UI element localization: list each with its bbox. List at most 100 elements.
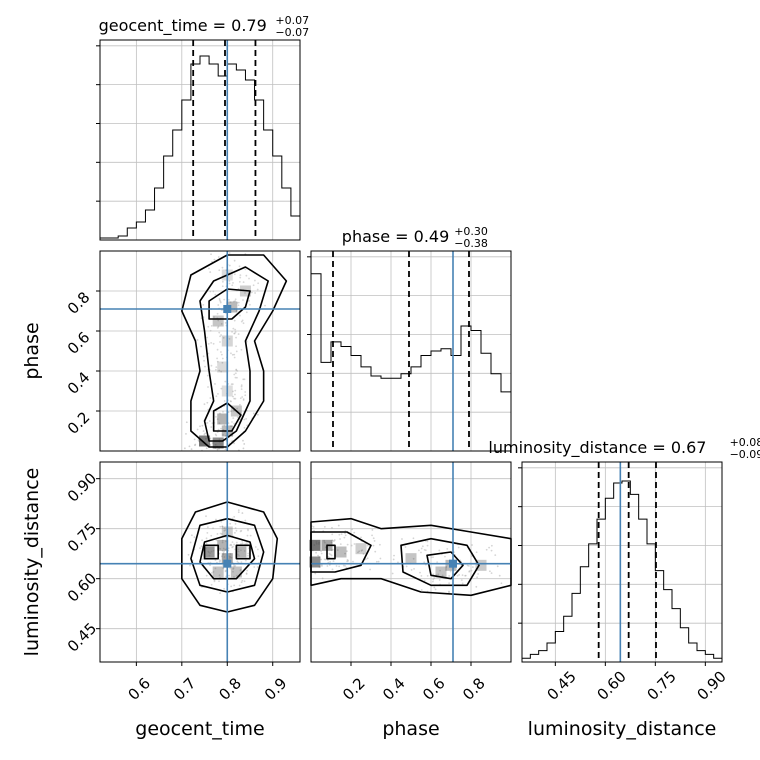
sample-point [423, 548, 426, 551]
density-cell [309, 539, 321, 551]
sample-point [220, 520, 223, 523]
sample-point [224, 569, 227, 572]
sample-point [240, 549, 242, 552]
sample-point [240, 388, 243, 391]
sample-point [230, 425, 232, 428]
sample-point [233, 319, 236, 322]
sample-point [353, 531, 356, 534]
sample-point [485, 548, 488, 551]
sample-point [232, 390, 234, 393]
density-cell [230, 566, 242, 578]
sample-point [207, 325, 210, 328]
sample-point [244, 292, 246, 294]
sample-point [247, 529, 249, 532]
sample-point [210, 325, 213, 327]
sample-point [233, 515, 236, 518]
sample-point [488, 570, 491, 573]
sample-point [222, 336, 225, 339]
sample-point [233, 565, 236, 568]
sample-point [420, 574, 423, 577]
sample-point [200, 345, 202, 348]
sample-point [221, 280, 224, 283]
sample-point [247, 528, 249, 531]
sample-point [235, 574, 238, 577]
sample-point [366, 557, 369, 560]
sample-point [237, 304, 240, 307]
sample-point [217, 428, 220, 431]
sample-point [250, 291, 253, 294]
x-tick-label: 0.60 [593, 667, 629, 703]
sample-point [230, 585, 233, 588]
sample-point [190, 534, 193, 537]
sample-point [256, 413, 259, 416]
sample-point [218, 331, 221, 334]
x-tick-label: 0.6 [124, 674, 154, 704]
sample-point [228, 252, 231, 254]
sample-point [233, 353, 236, 356]
sample-point [241, 542, 244, 545]
density-cell [335, 546, 347, 558]
sample-point [315, 551, 318, 554]
sample-point [420, 589, 423, 591]
sample-point [235, 541, 238, 544]
sample-point [232, 570, 234, 573]
density-cell [217, 361, 229, 373]
sample-point [242, 299, 244, 301]
sample-point [220, 387, 223, 390]
sample-point [234, 376, 237, 379]
sample-point [379, 557, 382, 560]
sample-point [320, 552, 323, 555]
sample-point [213, 579, 216, 582]
sample-point [237, 550, 240, 553]
hist-panel-geocent_time: geocent_time = 0.79 +0.07−0.07 [96, 14, 309, 240]
sample-point [253, 566, 256, 568]
sample-point [193, 536, 196, 539]
sample-point [215, 434, 218, 437]
sample-point [193, 438, 196, 441]
sample-point [248, 277, 250, 280]
sample-point [418, 549, 420, 552]
sample-point [216, 360, 219, 363]
sample-point [358, 550, 361, 553]
sample-point [222, 567, 225, 570]
sample-point [239, 530, 242, 533]
sample-point [209, 329, 212, 332]
sample-point [241, 579, 244, 582]
sample-point [331, 568, 334, 571]
sample-point [215, 415, 217, 418]
sample-point [237, 333, 240, 335]
sample-point [471, 544, 473, 546]
sample-point [233, 576, 235, 578]
sample-point [432, 556, 434, 559]
sample-point [214, 567, 217, 570]
sample-point [405, 565, 408, 568]
sample-point [214, 368, 217, 371]
sample-point [220, 334, 222, 336]
sample-point [244, 559, 247, 562]
sample-point [374, 550, 377, 553]
y-tick-label: 0.90 [64, 469, 100, 505]
sample-point [391, 572, 394, 575]
sample-point [233, 442, 235, 445]
sample-point [221, 550, 224, 552]
sample-point [196, 339, 199, 341]
sample-point [228, 337, 231, 340]
sample-point [239, 276, 242, 279]
density-cell [212, 315, 224, 327]
sample-point [217, 304, 220, 306]
sample-point [239, 314, 241, 317]
sample-point [210, 583, 213, 586]
sample-point [490, 549, 493, 552]
sample-point [206, 421, 209, 424]
contour-line [208, 288, 251, 320]
sample-point [240, 561, 243, 564]
sample-point [231, 425, 233, 428]
sample-point [238, 584, 241, 587]
sample-point [329, 561, 332, 563]
sample-point [237, 553, 239, 556]
sample-point [213, 258, 216, 261]
sample-point [242, 439, 244, 442]
sample-point [224, 380, 227, 383]
sample-point [232, 327, 235, 330]
sample-point [468, 570, 471, 573]
